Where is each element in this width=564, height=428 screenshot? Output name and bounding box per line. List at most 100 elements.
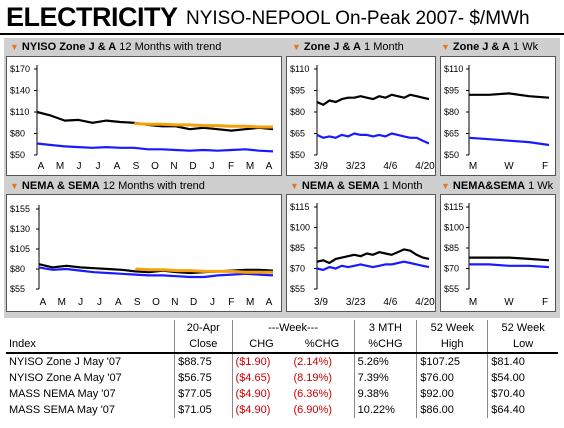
series-line-black bbox=[316, 93, 430, 106]
y-tick-label: $80 bbox=[10, 264, 25, 274]
y-tick-label: $110 bbox=[290, 64, 309, 74]
y-tick-label: $55 bbox=[10, 284, 25, 294]
y-tick-label: $85 bbox=[290, 243, 305, 253]
header-rule bbox=[0, 33, 564, 35]
x-tick-label: J bbox=[210, 161, 215, 172]
y-tick-label: $85 bbox=[444, 243, 459, 253]
x-tick-label: F bbox=[542, 161, 548, 172]
panel-title-ne12: ▼ NEMA & SEMA 12 Months with trend bbox=[10, 180, 205, 192]
table-cell-index: NYISO Zone A May '07 bbox=[9, 372, 122, 384]
table-cell: ($1.90) bbox=[231, 353, 291, 370]
x-tick-label: S bbox=[133, 161, 140, 172]
y-tick-label: $110 bbox=[444, 64, 463, 74]
series-line-orange bbox=[135, 267, 273, 274]
table-cell: $54.00 bbox=[487, 370, 558, 386]
series-line-black bbox=[469, 256, 550, 262]
table-head-cell: CHG bbox=[231, 336, 291, 354]
table-head-cell: High bbox=[416, 336, 488, 354]
x-tick-label: M bbox=[56, 161, 64, 172]
x-tick-label: A bbox=[266, 297, 273, 308]
table-cell: 10.22% bbox=[353, 402, 417, 418]
table-cell: 9.38% bbox=[353, 386, 417, 402]
series-line-black bbox=[36, 110, 274, 132]
table-cell: $88.75 bbox=[174, 353, 233, 370]
y-tick-label: $50 bbox=[444, 150, 459, 160]
x-tick-label: M bbox=[58, 297, 66, 308]
y-tick-label: $80 bbox=[444, 107, 459, 117]
chart-svg: $115 $100 $85 $70 $55 M W F bbox=[444, 202, 550, 308]
panel-title-ny12: ▼ NYISO Zone J & A 12 Months with trend bbox=[10, 41, 222, 53]
y-tick-label: $115 bbox=[444, 202, 463, 212]
table-head-cell bbox=[6, 320, 175, 336]
series-line-blue bbox=[469, 263, 550, 269]
x-tick-label: O bbox=[151, 161, 159, 172]
table-cell: $64.40 bbox=[487, 402, 558, 418]
x-tick-label: A bbox=[38, 161, 45, 172]
x-tick-label: W bbox=[504, 297, 514, 308]
x-tick-label: J bbox=[96, 161, 101, 172]
table-cell: ($4.65) bbox=[231, 370, 291, 386]
x-tick-label: 4/6 bbox=[383, 297, 397, 308]
chart-svg: $155$130$105$80$55A M J J A S O N D J F M A bbox=[10, 204, 274, 308]
y-tick-label: $65 bbox=[444, 129, 459, 139]
x-tick-label: M bbox=[469, 297, 477, 308]
price-table: 20-Apr ---Week--- 3 MTH 52 Week 52 Week … bbox=[6, 320, 558, 418]
table-cell: (6.36%) bbox=[293, 388, 332, 400]
chart-ny1w: $110 $95 $80 $65 $50 M W F bbox=[440, 56, 556, 176]
x-tick-label: M bbox=[246, 297, 254, 308]
table-cell: $86.00 bbox=[416, 402, 488, 418]
x-tick-label: J bbox=[97, 297, 102, 308]
x-tick-label: N bbox=[170, 161, 177, 172]
table-head-cell: 52 Week bbox=[487, 320, 558, 336]
y-tick-label: $95 bbox=[444, 86, 459, 96]
table-cell: ($4.90) bbox=[231, 402, 291, 418]
triangle-marker-icon: ▼ bbox=[292, 42, 301, 52]
triangle-marker-icon: ▼ bbox=[441, 181, 450, 191]
table-cell: (6.90%) bbox=[293, 404, 332, 416]
x-tick-label: D bbox=[189, 161, 196, 172]
table-cell-index: MASS NEMA May '07 bbox=[9, 388, 116, 400]
y-tick-label: $115 bbox=[290, 202, 309, 212]
triangle-marker-icon: ▼ bbox=[10, 42, 19, 52]
table-head-cell: 3 MTH bbox=[353, 320, 417, 336]
x-tick-label: 4/20 bbox=[415, 161, 435, 172]
x-tick-label: 4/20 bbox=[415, 297, 435, 308]
x-tick-label: A bbox=[115, 297, 122, 308]
series-line-blue bbox=[316, 260, 430, 272]
chart-ne1m: $115 $100 $85 $70 $55 3/9 3/23 4/6 4/20 bbox=[286, 194, 436, 312]
table-head-cell: Low bbox=[487, 336, 558, 354]
table-head-cell: Close bbox=[174, 336, 233, 354]
chart-svg: $110 $95 $80 $65 $50 M W F bbox=[444, 64, 550, 172]
x-tick-label: S bbox=[134, 297, 141, 308]
table-head-row-1: 20-Apr ---Week--- 3 MTH 52 Week 52 Week bbox=[6, 320, 558, 336]
table-cell: $76.00 bbox=[416, 370, 488, 386]
x-tick-label: J bbox=[78, 297, 83, 308]
table-head-cell: %CHG bbox=[353, 336, 417, 354]
table-head-cell: ---Week--- bbox=[231, 320, 355, 336]
chart-ne1w: $115 $100 $85 $70 $55 M W F bbox=[440, 194, 556, 312]
table-cell: ($4.90) bbox=[231, 386, 291, 402]
series-line-blue bbox=[38, 266, 274, 279]
x-tick-label: O bbox=[152, 297, 160, 308]
panel-title-ne1w: ▼ NEMA&SEMA 1 Wk bbox=[441, 180, 554, 192]
x-tick-label: F bbox=[542, 297, 548, 308]
page-title: ELECTRICITY bbox=[6, 2, 178, 32]
table-cell: $56.75 bbox=[174, 370, 233, 386]
y-tick-label: $65 bbox=[290, 129, 305, 139]
series-line-black bbox=[469, 92, 550, 99]
x-tick-label: J bbox=[210, 297, 215, 308]
table-cell: $81.40 bbox=[487, 353, 558, 370]
table-cell: 5.26% bbox=[353, 353, 417, 370]
table-row: MASS SEMA May '07 $71.05 ($4.90) (6.90%)… bbox=[6, 402, 558, 418]
y-tick-label: $100 bbox=[290, 223, 310, 233]
series-line-blue bbox=[316, 132, 430, 145]
x-tick-label: 3/9 bbox=[314, 161, 328, 172]
x-tick-label: A bbox=[266, 161, 273, 172]
x-tick-label: W bbox=[504, 161, 514, 172]
series-line-black bbox=[316, 248, 430, 265]
page-subtitle: NYISO-NEPOOL On-Peak 2007- $/MWh bbox=[186, 8, 530, 29]
chart-svg: $170$140$110$80$50A M J J A S O N D J F M A bbox=[10, 64, 274, 172]
y-tick-label: $110 bbox=[10, 107, 29, 117]
x-tick-label: 3/23 bbox=[346, 297, 366, 308]
table-cell: (2.14%) bbox=[293, 356, 332, 368]
